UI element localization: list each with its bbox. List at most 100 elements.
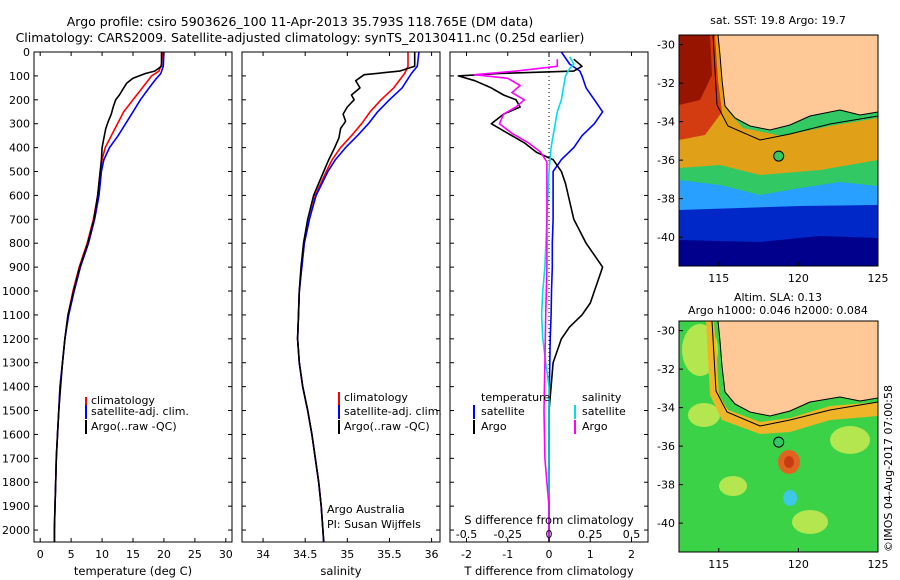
temperature-panel: 0 5 10 15 20 25 30 0 100 200 300 400 500 600 700 800 90… [2,46,233,578]
x-tick-label: -2 [461,548,472,561]
argo-position-marker [773,150,785,162]
series-line-salinity-argo [473,59,559,542]
temperature-axes-frame [33,51,233,543]
salinity-legend: climatology satellite-adj. clim. Argo(..… [338,391,442,434]
depth-tick-label: 1100 [2,309,30,322]
series-line-climatology [53,52,164,542]
map-x-tick-label: 125 [868,272,889,285]
depth-tick-label: 800 [9,237,30,250]
legend-label-temp-satellite: satellite [481,405,525,418]
legend-label-satellite: satellite-adj. clim. [344,405,442,418]
depth-tick-label: 200 [9,94,30,107]
legend-label-satellite: satellite-adj. clim. [91,405,189,418]
sla-blob [688,403,720,427]
x-tick-label: 2 [628,548,635,561]
sla-map-panel: Altim. SLA: 0.13 Argo h1000: 0.046 h2000… [657,291,888,571]
temperature-xlabel: temperature (deg C) [74,564,192,578]
sla-map-title: Altim. SLA: 0.13 [734,291,822,304]
series-line-temperature-argo [457,58,604,542]
sst-map-ticks: 115 120 125 -30 -32 -34 -36 -38 -40 [657,39,888,285]
s-diff-tick-label: 0.25 [578,528,603,541]
map-x-tick-label: 115 [708,272,729,285]
x-tick-label: 0 [37,548,44,561]
map-y-tick-label: -34 [657,116,675,129]
difference-lines [457,52,604,542]
sla-map-field [679,321,878,552]
credit-pi: PI: Susan Wijffels [327,518,421,531]
sla-blob [792,510,828,534]
map-y-tick-label: -38 [657,193,675,206]
temperature-lines [53,52,165,542]
depth-tick-label: 500 [9,166,30,179]
series-line-salinity-satellite [540,56,575,542]
depth-tick-label: 1900 [2,500,30,513]
series-line-satellite-adj-clim- [53,52,165,542]
difference-ticks: -2 -1 0 1 2 -0.5 -0.25 0 0.25 0.5 [450,51,648,561]
x-tick-label: 35 [340,548,354,561]
series-line-satellite-adj-clim- [296,52,420,542]
sst-map-frame [678,34,879,267]
legend-label-argo: Argo(..raw -QC) [91,420,177,433]
map-x-tick-label: 120 [788,558,809,571]
map-y-tick-label: -30 [657,39,675,52]
sla-map-ticks: 115 120 125 -30 -32 -34 -36 -38 -40 [657,325,888,571]
legend-title-temperature: temperature [481,391,550,404]
depth-tick-label: 1300 [2,357,30,370]
map-y-tick-label: -36 [657,154,675,167]
x-tick-label: 0 [546,548,553,561]
imos-watermark: ©IMOS 04-Aug-2017 07:00:58 [882,385,895,552]
s-diff-tick-label: 0 [546,528,553,541]
x-tick-label: 34.5 [293,548,318,561]
difference-panel: -2 -1 0 1 2 -0.5 -0.25 0 0.25 0.5 S difference fr… [449,51,649,578]
map-x-tick-label: 120 [788,272,809,285]
depth-tick-label: 400 [9,142,30,155]
x-tick-label: -1 [502,548,513,561]
depth-tick-label: 900 [9,261,30,274]
figure-title-line2: Climatology: CARS2009. Satellite-adjuste… [16,30,585,45]
map-y-tick-label: -30 [657,325,675,338]
map-x-tick-label: 115 [708,558,729,571]
depth-tick-label: 1200 [2,333,30,346]
x-tick-label: 10 [95,548,109,561]
temperature-ticks: 0 5 10 15 20 25 30 [34,51,233,561]
legend-label-climatology: climatology [91,394,155,407]
sla-map-subtitle: Argo h1000: 0.046 h2000: 0.084 [688,304,868,317]
sst-map-title: sat. SST: 19.8 Argo: 19.7 [710,14,846,27]
depth-tick-label: 100 [9,70,30,83]
sst-coldest-band [679,236,878,266]
depth-tick-label: 1500 [2,405,30,418]
sla-warm-eddy-core [784,456,794,468]
depth-tick-label: 2000 [2,524,30,537]
difference-legend: temperature salinity satellite Argo sate… [473,391,626,434]
legend-label-sal-argo: Argo [582,420,608,433]
x-tick-label: 30 [219,548,233,561]
sla-blob [830,426,870,454]
depth-tick-label: 1000 [2,285,30,298]
depth-tick-label: 0 [23,46,30,59]
salinity-xlabel: salinity [320,564,361,578]
legend-title-salinity: salinity [582,391,622,404]
series-line-argo-raw-qc- [53,52,163,542]
x-tick-label: 25 [188,548,202,561]
depth-tick-label: 1800 [2,476,30,489]
x-tick-label: 35.5 [377,548,402,561]
sst-map-field [679,35,878,266]
salinity-panel: 34 34.5 35 35.5 36 salinity climatology sate… [241,51,442,578]
credit-organisation: Argo Australia [327,503,405,516]
legend-label-argo: Argo(..raw -QC) [344,420,430,433]
salinity-ticks: 34 34.5 35 35.5 36 [242,51,440,561]
series-line-temperature-satellite [548,52,604,542]
depth-tick-label: 600 [9,189,30,202]
s-diff-tick-label: -0.5 [456,528,477,541]
sst-isobath [712,35,878,141]
salinity-axes-frame [241,51,441,543]
depth-tick-label: 300 [9,118,30,131]
x-tick-label: 36 [425,548,439,561]
series-line-climatology [296,52,409,542]
series-line-argo-raw-qc- [296,52,416,542]
temperature-legend: climatology satellite-adj. clim. Argo(..… [85,394,189,434]
depth-tick-label: 1600 [2,428,30,441]
map-y-tick-label: -34 [657,402,675,415]
map-y-tick-label: -36 [657,440,675,453]
